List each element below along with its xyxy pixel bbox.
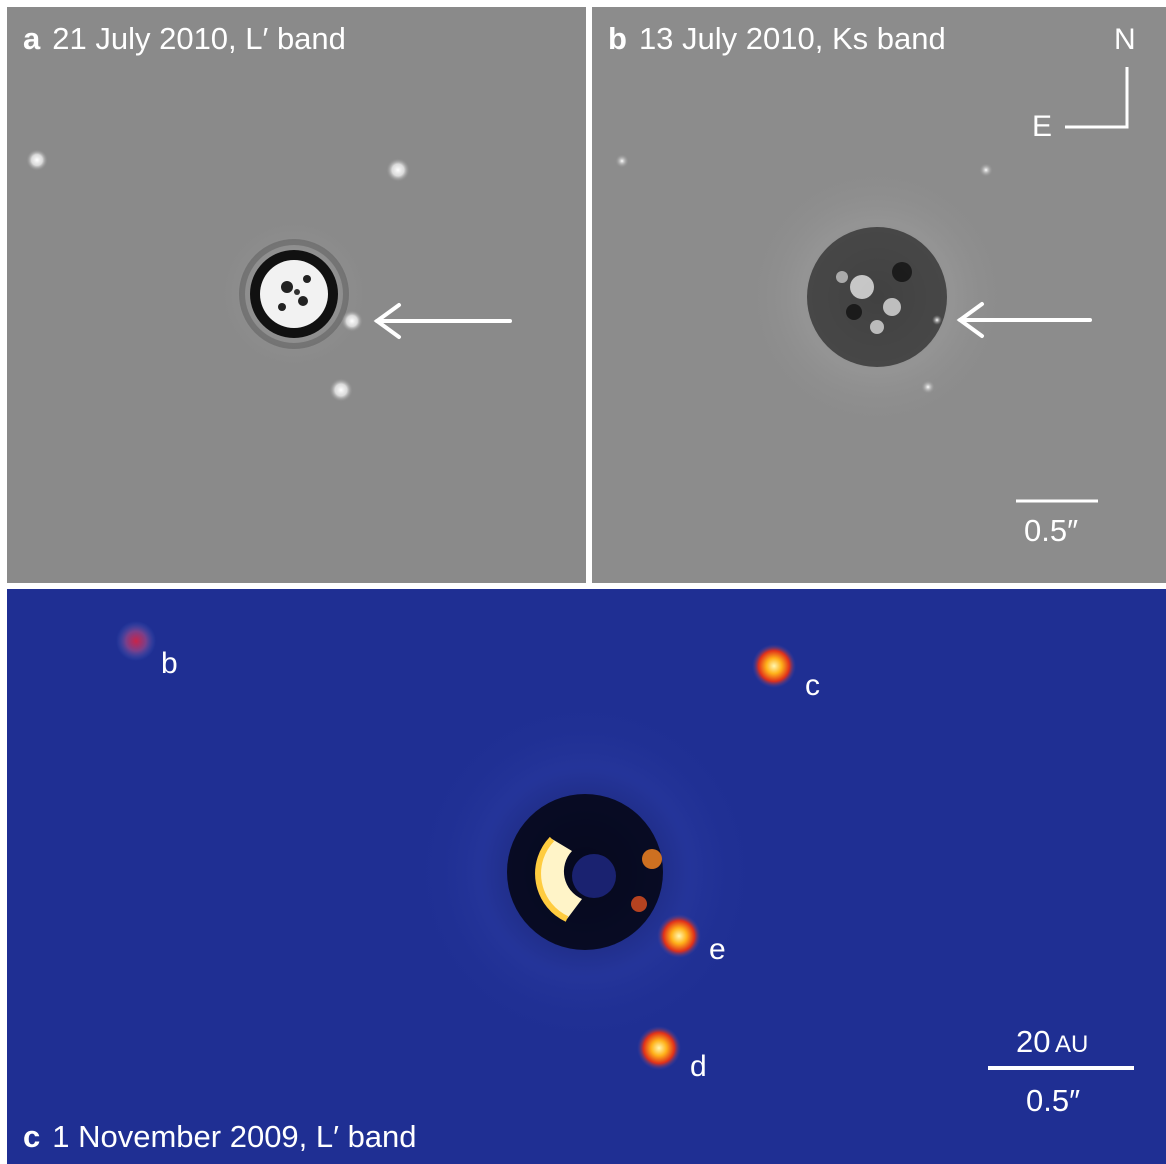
planet-c-dot [386,158,410,182]
planet-e-label: e [709,933,726,966]
planet-c-label: c [805,669,820,702]
panel-b-image [592,7,1166,583]
compass-north-label: N [1114,23,1136,56]
scale-bar-label: 0.5″ [1024,513,1079,548]
panel-letter: a [23,21,41,56]
planet-d-dot [329,378,353,402]
planet-b-dot [615,154,629,168]
panel-caption: 13 July 2010, Ks band [638,21,946,56]
planet-e-dot [932,315,942,325]
panel-b-ksband-image: b 13 July 2010, Ks band N E 0.5″ [592,7,1166,583]
planet-d-label: d [690,1050,707,1083]
planet-d-dot [921,380,935,394]
planet-b-label: b [161,647,178,680]
panel-c-image [7,589,1166,1164]
planet-b-dot [26,149,48,171]
planet-d-dot [637,1026,681,1070]
scale-angular-label: 0.5″ [1026,1083,1081,1118]
panel-letter: b [608,21,627,56]
arrow-pointer [373,303,512,339]
planet-e-dot [341,310,363,332]
panel-letter: c [23,1119,41,1154]
compass-east-label: E [1032,110,1053,143]
scale-physical-value: 20 [1016,1024,1051,1059]
planet-b-dot [116,621,156,661]
arrow-pointer [956,302,1092,338]
scale-physical-unit: AU [1054,1031,1089,1058]
panel-b-label: b 13 July 2010, Ks band [608,23,946,54]
planet-e-dot [657,914,701,958]
planet-c-dot [752,644,796,688]
panel-a-lband-image: a 21 July 2010, L′ band [7,7,586,583]
planet-c-dot [979,163,993,177]
scale-physical-label: 20 AU [1016,1026,1088,1057]
panel-caption: 21 July 2010, L′ band [52,21,346,56]
compass-arrows [1065,67,1129,129]
panel-c-lband-image: b c e d 20 AU 0.5″ c 1 November 2009, L′ … [7,589,1166,1164]
panel-a-image [7,7,586,583]
star-residual-bright [538,839,582,919]
panel-caption: 1 November 2009, L′ band [52,1119,417,1154]
panel-c-label: c 1 November 2009, L′ band [23,1121,417,1152]
panel-a-label: a 21 July 2010, L′ band [23,23,346,54]
